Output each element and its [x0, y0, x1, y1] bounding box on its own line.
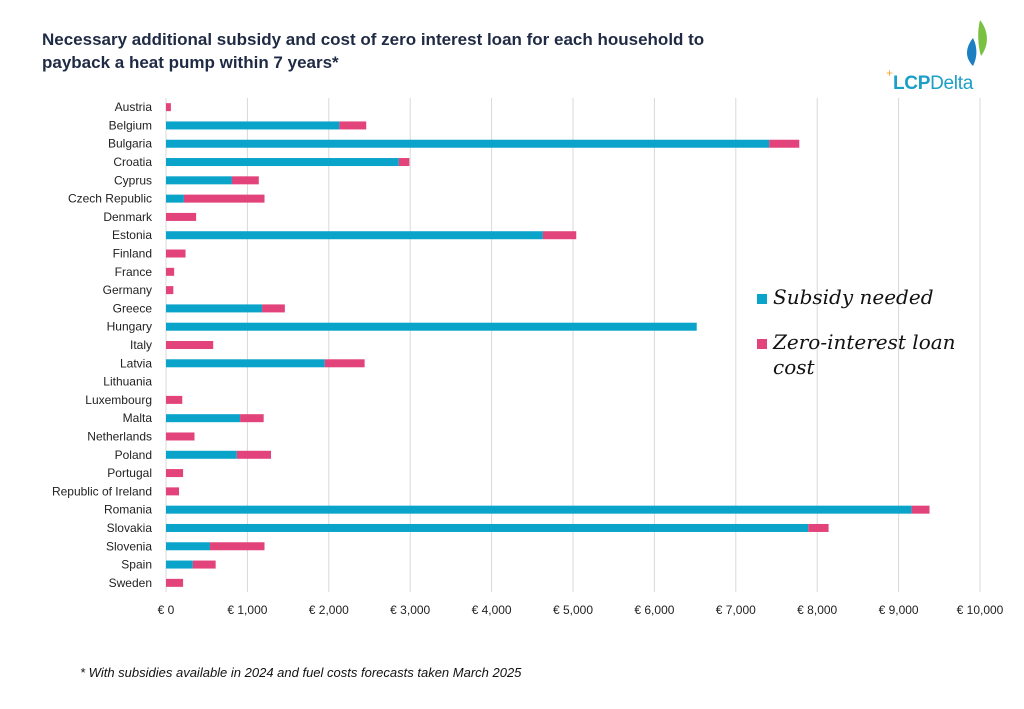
- category-label: Poland: [115, 448, 152, 462]
- x-tick-label: € 6,000: [634, 603, 674, 617]
- lcp-delta-logo: [967, 20, 987, 66]
- bar-loan: [166, 103, 171, 112]
- legend-item-loan: Zero-interest loan cost: [757, 330, 987, 380]
- bar-loan: [324, 359, 365, 368]
- bar-subsidy: [166, 194, 184, 203]
- category-label: Finland: [113, 247, 152, 261]
- category-label: Luxembourg: [85, 393, 152, 407]
- x-tick-label: € 9,000: [879, 603, 919, 617]
- bar-loan: [808, 523, 829, 532]
- bar-loan: [183, 194, 265, 203]
- bar-subsidy: [166, 158, 399, 167]
- bar-subsidy: [166, 523, 809, 532]
- category-label: Republic of Ireland: [52, 484, 152, 498]
- bar-loan: [231, 176, 259, 185]
- category-label: Greece: [113, 301, 153, 315]
- bar-subsidy: [166, 231, 543, 240]
- bar-loan: [166, 341, 214, 349]
- bar-loan: [166, 487, 180, 496]
- bar-subsidy: [166, 359, 325, 368]
- x-tick-label: € 10,000: [957, 603, 1004, 617]
- category-label: Germany: [103, 283, 152, 297]
- category-label: Slovakia: [107, 521, 153, 535]
- bar-loan: [911, 505, 930, 514]
- category-label: Romania: [104, 503, 152, 517]
- category-label: France: [115, 265, 153, 279]
- x-tick-label: € 4,000: [472, 603, 512, 617]
- category-label: Lithuania: [103, 375, 152, 389]
- x-tick-label: € 2,000: [309, 603, 349, 617]
- category-label: Netherlands: [87, 429, 152, 443]
- bar-loan: [192, 560, 216, 569]
- bar-loan: [236, 450, 272, 459]
- category-label: Spain: [121, 558, 152, 572]
- bar-loan: [166, 249, 186, 258]
- category-label: Malta: [123, 411, 153, 425]
- category-label: Sweden: [109, 576, 152, 590]
- bar-loan: [166, 395, 183, 404]
- bar-loan: [166, 469, 184, 478]
- legend-swatch-subsidy: [757, 294, 767, 304]
- bar-loan: [166, 432, 195, 441]
- bar-loan: [262, 304, 285, 313]
- bar-loan: [240, 414, 264, 423]
- x-tick-label: € 0: [158, 603, 175, 617]
- bar-loan: [166, 212, 197, 221]
- x-tick-label: € 8,000: [797, 603, 837, 617]
- bar-subsidy: [166, 121, 340, 130]
- chart-title: Necessary additional subsidy and cost of…: [42, 30, 705, 72]
- footnote: * With subsidies available in 2024 and f…: [80, 665, 522, 680]
- category-label: Denmark: [103, 210, 153, 224]
- category-label: Bulgaria: [108, 137, 152, 151]
- logo-plus: +: [886, 66, 894, 80]
- category-label: Croatia: [113, 155, 152, 169]
- bar-loan: [209, 542, 265, 551]
- legend-swatch-loan: [757, 339, 767, 349]
- bar-subsidy: [166, 139, 770, 148]
- category-label: Latvia: [120, 356, 152, 370]
- category-label: Czech Republic: [68, 192, 152, 206]
- legend: Subsidy needed Zero-interest loan cost: [757, 285, 987, 400]
- x-tick-label: € 1,000: [227, 603, 267, 617]
- bar-subsidy: [166, 450, 237, 459]
- x-tick-label: € 5,000: [553, 603, 593, 617]
- bar-subsidy: [166, 560, 193, 569]
- bar-loan: [769, 139, 800, 148]
- bar-loan: [166, 578, 184, 587]
- bar-subsidy: [166, 414, 241, 423]
- category-label: Hungary: [107, 320, 152, 334]
- bar-subsidy: [166, 322, 697, 331]
- legend-label-loan: Zero-interest loan cost: [773, 330, 956, 379]
- category-label: Estonia: [112, 228, 152, 242]
- logo-wordmark: LCPDelta: [893, 73, 973, 94]
- bar-subsidy: [166, 304, 263, 313]
- bar-loan: [398, 158, 410, 167]
- legend-item-subsidy: Subsidy needed: [757, 285, 987, 310]
- bar-loan: [166, 286, 174, 295]
- category-label: Cyprus: [114, 173, 152, 187]
- category-label: Belgium: [109, 118, 152, 132]
- bar-subsidy: [166, 542, 210, 551]
- bar-subsidy: [166, 176, 232, 185]
- bar-loan: [339, 121, 367, 130]
- category-label: Italy: [130, 338, 152, 352]
- x-tick-label: € 3,000: [390, 603, 430, 617]
- bar-loan: [166, 267, 175, 276]
- x-tick-label: € 7,000: [716, 603, 756, 617]
- category-label: Slovenia: [106, 539, 152, 553]
- legend-label-subsidy: Subsidy needed: [773, 285, 934, 309]
- bar-loan: [542, 231, 577, 240]
- bar-subsidy: [166, 505, 912, 514]
- category-label: Portugal: [107, 466, 152, 480]
- category-label: Austria: [115, 100, 153, 114]
